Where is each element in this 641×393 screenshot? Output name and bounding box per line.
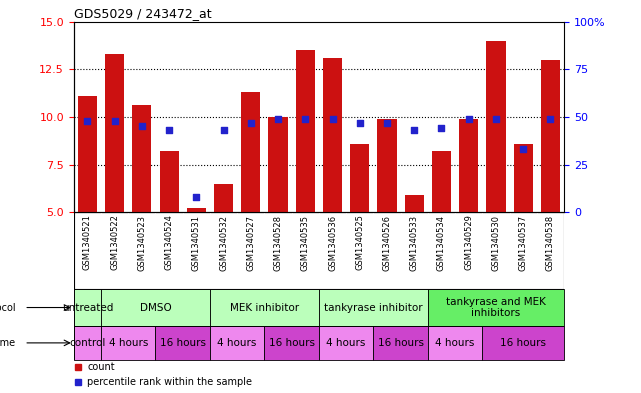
Text: GSM1340534: GSM1340534 (437, 215, 446, 270)
Text: DMSO: DMSO (140, 303, 171, 312)
Text: GSM1340521: GSM1340521 (83, 215, 92, 270)
Bar (459, 119, 478, 212)
Point (382, 119, 392, 126)
Point (273, 116, 283, 122)
Bar (101, 326, 155, 360)
Text: protocol: protocol (0, 303, 16, 312)
Bar (378, 119, 397, 212)
Point (164, 127, 174, 133)
Point (437, 125, 447, 132)
Point (82, 118, 92, 124)
Bar (160, 151, 179, 212)
Text: 16 hours: 16 hours (160, 338, 206, 348)
Bar (404, 195, 424, 212)
Text: 4 hours: 4 hours (217, 338, 257, 348)
Bar (296, 50, 315, 212)
Text: GSM1340529: GSM1340529 (464, 215, 473, 270)
Bar (323, 58, 342, 212)
Text: percentile rank within the sample: percentile rank within the sample (87, 377, 253, 387)
Text: 16 hours: 16 hours (500, 338, 546, 348)
Bar (487, 40, 506, 212)
Text: GSM1340525: GSM1340525 (355, 215, 364, 270)
Bar (214, 184, 233, 212)
Bar (483, 326, 564, 360)
Text: GSM1340522: GSM1340522 (110, 215, 119, 270)
Point (246, 119, 256, 126)
Text: GSM1340523: GSM1340523 (137, 215, 146, 270)
Bar (432, 151, 451, 212)
Text: GSM1340524: GSM1340524 (165, 215, 174, 270)
Text: GSM1340531: GSM1340531 (192, 215, 201, 270)
Bar (269, 117, 288, 212)
Text: control: control (69, 338, 106, 348)
Point (463, 116, 474, 122)
Text: 16 hours: 16 hours (269, 338, 315, 348)
Bar (428, 326, 483, 360)
Text: 16 hours: 16 hours (378, 338, 424, 348)
Point (328, 116, 338, 122)
Text: GSM1340532: GSM1340532 (219, 215, 228, 270)
Point (491, 116, 501, 122)
Bar (241, 92, 260, 212)
Point (409, 127, 419, 133)
Text: 4 hours: 4 hours (108, 338, 148, 348)
Text: GSM1340535: GSM1340535 (301, 215, 310, 270)
Bar (187, 208, 206, 212)
Text: GSM1340527: GSM1340527 (246, 215, 255, 270)
Point (518, 146, 528, 152)
Bar (105, 54, 124, 212)
Point (110, 118, 120, 124)
Bar (373, 326, 428, 360)
Bar (265, 326, 319, 360)
Text: GSM1340538: GSM1340538 (546, 215, 555, 271)
Point (300, 116, 310, 122)
Bar (78, 96, 97, 212)
Text: tankyrase inhibitor: tankyrase inhibitor (324, 303, 422, 312)
Bar (428, 289, 564, 326)
Text: GDS5029 / 243472_at: GDS5029 / 243472_at (74, 7, 212, 20)
Bar (155, 326, 210, 360)
Point (545, 116, 556, 122)
Bar (210, 289, 319, 326)
Text: 4 hours: 4 hours (326, 338, 366, 348)
Text: tankyrase and MEK
inhibitors: tankyrase and MEK inhibitors (446, 297, 546, 318)
Text: count: count (87, 362, 115, 372)
Text: untreated: untreated (62, 303, 113, 312)
Text: GSM1340537: GSM1340537 (519, 215, 528, 271)
Bar (513, 143, 533, 212)
Bar (74, 289, 101, 326)
Point (191, 194, 201, 200)
Text: MEK inhibitor: MEK inhibitor (230, 303, 299, 312)
Point (137, 123, 147, 130)
Text: GSM1340533: GSM1340533 (410, 215, 419, 271)
Bar (319, 289, 428, 326)
Point (354, 119, 365, 126)
Bar (101, 289, 210, 326)
Point (219, 127, 229, 133)
Bar (210, 326, 265, 360)
Text: 4 hours: 4 hours (435, 338, 475, 348)
Text: GSM1340528: GSM1340528 (274, 215, 283, 270)
Bar (74, 326, 101, 360)
Bar (541, 60, 560, 212)
Text: GSM1340536: GSM1340536 (328, 215, 337, 271)
Text: time: time (0, 338, 16, 348)
Text: GSM1340530: GSM1340530 (492, 215, 501, 270)
Bar (350, 143, 369, 212)
Bar (319, 326, 374, 360)
Text: GSM1340526: GSM1340526 (383, 215, 392, 270)
Bar (132, 105, 151, 212)
